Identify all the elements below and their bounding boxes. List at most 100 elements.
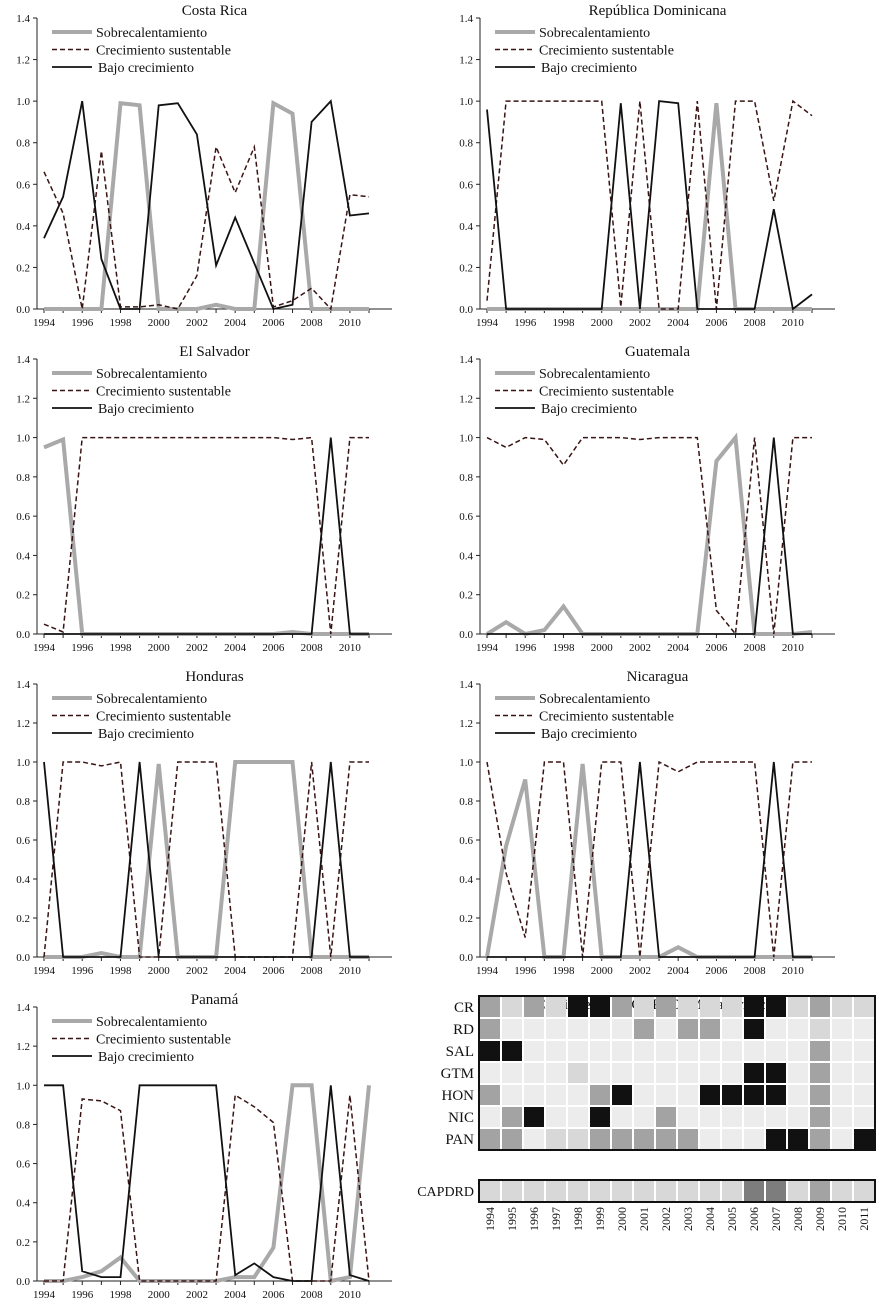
panel-4-x-tick-label: 2000 — [591, 642, 614, 654]
heatmap-cell — [832, 997, 852, 1017]
panel-7-x-tick-label: 1994 — [33, 1289, 56, 1301]
panel-4-y-tick-label: 1.0 — [459, 433, 473, 445]
panel-2-title: República Dominicana — [589, 3, 727, 19]
heatmap-cell — [788, 1107, 808, 1127]
panel-2-x-tick-label: 1996 — [514, 317, 537, 329]
heatmap-summary-cell — [546, 1181, 566, 1201]
panel-5-y-tick-label: 0.8 — [16, 796, 30, 808]
panel-7-title: Panamá — [191, 992, 239, 1008]
heatmap-cell — [700, 1129, 720, 1149]
panel-7-series-low-line — [44, 1084, 370, 1282]
heatmap-summary-cell — [700, 1181, 720, 1201]
panel-6-legend-low-label: Bajo crecimiento — [541, 727, 637, 742]
panel-7-legend-low-label: Bajo crecimiento — [98, 1050, 194, 1065]
panel-1-series-low-line — [43, 99, 370, 311]
heatmap-column-label: 2002 — [659, 1207, 673, 1231]
panel-4-series-low-line — [487, 437, 812, 635]
heatmap-cell — [854, 1085, 874, 1105]
panel-3-series-sust-line — [43, 436, 369, 635]
heatmap-row-label: CR — [454, 1000, 474, 1016]
panel-7-x-tick-label: 2004 — [224, 1289, 247, 1301]
panel-1-y-tick-label: 0.6 — [16, 179, 30, 191]
panel-7-x-tick-label: 1996 — [71, 1289, 94, 1301]
panel-2-series-sust-line — [486, 99, 813, 310]
panel-6-x-tick-label: 2006 — [705, 965, 728, 977]
heatmap-cell — [502, 1085, 522, 1105]
heatmap-cell — [656, 1085, 676, 1105]
heatmap-column-label: 1998 — [571, 1207, 585, 1231]
heatmap-cell — [590, 1107, 610, 1127]
heatmap-column-label: 1995 — [505, 1207, 519, 1231]
panel-5-x-tick-label: 2010 — [339, 965, 362, 977]
panel-5-y-tick-label: 0.2 — [16, 913, 30, 925]
heatmap-summary-cell — [854, 1181, 874, 1201]
heatmap-cell — [722, 1019, 742, 1039]
panel-6-x-tick-label: 1994 — [476, 965, 499, 977]
panel-4-x-tick-label: 2010 — [782, 642, 805, 654]
heatmap-cell — [744, 1107, 764, 1127]
panel-3-y-tick-label: 1.4 — [16, 354, 30, 366]
panel-3-x-tick-label: 2002 — [186, 642, 208, 654]
panel-4-y-tick-label: 0.6 — [459, 511, 473, 523]
heatmap-cell — [722, 1041, 742, 1061]
heatmap-cell — [700, 1019, 720, 1039]
panel-1-series-sust-line — [43, 143, 370, 311]
heatmap-cell — [612, 997, 632, 1017]
panel-5-y-tick-label: 0.0 — [16, 952, 30, 964]
heatmap-summary-cell — [502, 1181, 522, 1201]
panel-6-x-tick-label: 1998 — [552, 965, 575, 977]
heatmap-cell — [744, 997, 764, 1017]
panel-5-x-tick-label: 2004 — [224, 965, 247, 977]
heatmap-cell — [656, 1129, 676, 1149]
heatmap-cell — [788, 997, 808, 1017]
panel-2-x-tick-label: 1998 — [552, 317, 575, 329]
panel-7-x-tick-label: 2008 — [301, 1289, 324, 1301]
panel-2-y-tick-label: 0.2 — [459, 262, 473, 274]
heatmap-cell — [788, 1063, 808, 1083]
panel-6-y-tick-label: 0.8 — [459, 796, 473, 808]
panel-3-y-tick-label: 0.0 — [16, 629, 30, 641]
heatmap-cell — [502, 1107, 522, 1127]
panel-5-x-tick-label: 1996 — [71, 965, 94, 977]
heatmap-cell — [678, 1129, 698, 1149]
heatmap-summary-cell — [612, 1181, 632, 1201]
heatmap-cell — [502, 1019, 522, 1039]
heatmap-cell — [612, 1041, 632, 1061]
panel-5-series-low-line — [43, 761, 369, 958]
panel-2-legend-low-label: Bajo crecimiento — [541, 61, 637, 76]
heatmap-column-label: 2010 — [835, 1207, 849, 1231]
panel-5-legend-sust-label: Crecimiento sustentable — [96, 710, 231, 725]
panel-4-y-tick-label: 0.2 — [459, 590, 473, 602]
panel-2-legend-sust-label: Crecimiento sustentable — [539, 44, 674, 59]
panel-1-series-over-line — [44, 99, 369, 311]
panel-4-x-tick-label: 1994 — [476, 642, 499, 654]
panel-7-legend-over-label: Sobrecalentamiento — [96, 1015, 207, 1030]
panel-4-legend-sust-label: Crecimiento sustentable — [539, 385, 674, 400]
heatmap-cell — [744, 1019, 764, 1039]
panel-3-x-tick-label: 2008 — [301, 642, 324, 654]
heatmap-cell — [722, 1063, 742, 1083]
heatmap-column-label: 1994 — [483, 1207, 497, 1231]
heatmap-cell — [766, 1063, 786, 1083]
heatmap-cell — [634, 1041, 654, 1061]
panel-2-x-tick-label: 2006 — [705, 317, 728, 329]
heatmap-cell — [590, 1063, 610, 1083]
heatmap-cell — [656, 1063, 676, 1083]
heatmap-cell — [810, 1107, 830, 1127]
heatmap-cell — [744, 1063, 764, 1083]
panel-7-y-tick-label: 1.0 — [16, 1080, 30, 1092]
panel-1-legend-over-label: Sobrecalentamiento — [96, 26, 207, 41]
heatmap-cell — [788, 1019, 808, 1039]
heatmap-cell — [700, 1085, 720, 1105]
heatmap-cell — [810, 1041, 830, 1061]
panel-5-legend-low-label: Bajo crecimiento — [98, 727, 194, 742]
panel-2-x-tick-label: 2000 — [591, 317, 614, 329]
panel-6-x-tick-label: 2010 — [782, 965, 805, 977]
heatmap-cell — [832, 1041, 852, 1061]
panel-7-y-tick-label: 1.2 — [16, 1041, 30, 1053]
heatmap-cell — [810, 1129, 830, 1149]
panel-5-y-tick-label: 0.6 — [16, 835, 30, 847]
heatmap-cell — [502, 1041, 522, 1061]
heatmap-cell — [524, 1019, 544, 1039]
heatmap-cell — [678, 1107, 698, 1127]
